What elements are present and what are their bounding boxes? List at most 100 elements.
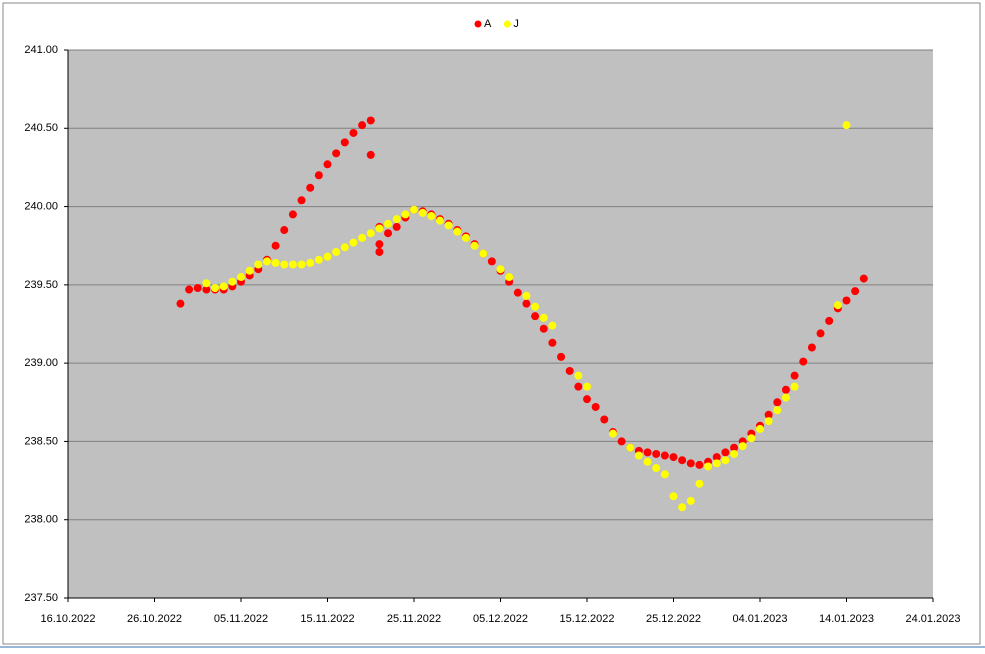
point <box>176 299 185 308</box>
point <box>634 451 643 460</box>
point <box>790 382 799 391</box>
point <box>340 138 349 147</box>
point <box>262 257 271 266</box>
point <box>539 313 548 322</box>
point <box>764 410 773 419</box>
point <box>297 260 306 269</box>
x-tick-label: 26.10.2022 <box>127 613 182 625</box>
point <box>652 464 661 473</box>
point <box>790 371 799 380</box>
point <box>410 205 418 214</box>
point <box>704 462 713 471</box>
point <box>358 233 367 242</box>
point <box>522 299 531 308</box>
point <box>349 238 358 247</box>
point <box>643 457 652 466</box>
point <box>738 442 747 451</box>
point <box>833 301 842 310</box>
x-tick-label: 16.10.2022 <box>40 613 95 625</box>
point <box>245 266 254 275</box>
point <box>288 260 297 269</box>
point <box>669 453 678 462</box>
point <box>617 437 626 446</box>
y-tick-label: 241.00 <box>24 44 58 56</box>
x-tick-label: 15.11.2022 <box>300 613 354 625</box>
y-tick-label: 238.50 <box>24 435 58 447</box>
y-tick-label: 238.00 <box>24 514 58 526</box>
point <box>193 283 202 292</box>
point <box>730 449 739 458</box>
x-tick-label: 04.01.2023 <box>732 613 787 625</box>
point <box>600 415 609 424</box>
legend-label: J <box>513 18 519 30</box>
point <box>686 459 695 468</box>
point <box>228 277 237 286</box>
y-tick-label: 239.00 <box>24 357 58 369</box>
point <box>401 210 410 219</box>
point <box>366 150 375 159</box>
point <box>271 241 280 250</box>
point <box>479 249 488 258</box>
y-tick-label: 239.50 <box>24 279 58 291</box>
point <box>496 265 505 274</box>
point <box>531 312 540 321</box>
point <box>548 338 557 347</box>
point <box>583 382 591 391</box>
point <box>505 273 514 282</box>
point <box>435 216 444 225</box>
point <box>583 395 591 404</box>
point <box>712 459 721 468</box>
point <box>825 316 834 325</box>
point <box>531 302 540 311</box>
point <box>859 274 868 283</box>
point <box>349 128 358 137</box>
point <box>211 283 220 292</box>
point <box>384 229 393 238</box>
point <box>686 496 695 505</box>
point <box>721 456 730 465</box>
point <box>366 116 375 125</box>
x-tick-label: 14.01.2023 <box>819 613 874 625</box>
point <box>219 282 228 291</box>
point <box>358 121 367 130</box>
point <box>842 296 851 305</box>
plot-area <box>68 50 933 598</box>
point <box>842 121 851 130</box>
point <box>323 252 332 261</box>
point <box>392 222 401 231</box>
point <box>444 221 453 230</box>
point <box>652 449 661 458</box>
point <box>669 492 678 501</box>
point <box>626 443 635 452</box>
point <box>574 382 583 391</box>
point <box>591 402 600 411</box>
point <box>297 196 306 205</box>
legend-label: A <box>484 18 492 30</box>
point <box>539 324 548 333</box>
point <box>756 424 764 433</box>
point <box>254 260 263 269</box>
legend-marker <box>474 20 482 28</box>
point <box>288 210 297 219</box>
x-tick-label: 05.11.2022 <box>214 613 268 625</box>
x-tick-label: 15.12.2022 <box>559 613 614 625</box>
point <box>557 352 566 361</box>
point <box>643 448 652 457</box>
point <box>392 215 401 224</box>
point <box>375 224 384 233</box>
point <box>185 285 194 294</box>
point <box>721 448 730 457</box>
point <box>548 321 557 330</box>
point <box>340 243 349 252</box>
point <box>695 460 704 469</box>
x-tick-label: 25.11.2022 <box>387 613 441 625</box>
point <box>280 260 289 269</box>
point <box>202 279 211 288</box>
point <box>280 226 289 235</box>
point <box>678 503 687 512</box>
point <box>202 285 211 294</box>
point <box>522 291 531 300</box>
point <box>747 434 756 443</box>
point <box>799 357 808 366</box>
